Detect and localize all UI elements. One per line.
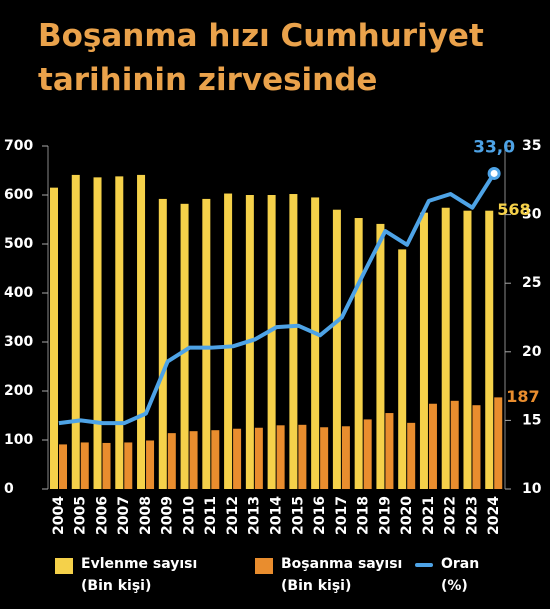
y-tick-label: 200 — [4, 383, 33, 399]
x-tick-label: 2024 — [486, 496, 502, 535]
x-tick-label: 2019 — [377, 496, 393, 535]
x-tick-label: 2012 — [225, 496, 241, 535]
bar — [320, 427, 329, 489]
legend-entry: Boşanma sayısı (Bin kişi) — [255, 553, 402, 597]
bar — [419, 212, 428, 489]
bar — [494, 397, 503, 489]
x-tick-label: 2020 — [399, 496, 415, 535]
x-tick-label: 2022 — [443, 496, 459, 535]
bar — [233, 428, 242, 489]
bar — [254, 427, 263, 489]
legend-swatch — [415, 563, 433, 567]
bar — [463, 210, 472, 489]
bar — [124, 442, 133, 489]
bar — [137, 174, 146, 489]
x-tick-label: 2005 — [73, 496, 89, 535]
x-tick-label: 2014 — [269, 496, 285, 535]
x-tick-label: 2008 — [138, 496, 154, 535]
bar — [311, 197, 320, 489]
y-tick-label: 600 — [4, 187, 33, 203]
bar — [376, 223, 385, 489]
y2-tick-label: 35 — [522, 138, 541, 154]
legend-label: Evlenme sayısı (Bin kişi) — [81, 556, 198, 594]
y2-tick-label: 20 — [522, 344, 542, 360]
bar — [363, 419, 372, 489]
x-tick-label: 2009 — [160, 496, 176, 535]
bar — [167, 433, 176, 489]
bar — [224, 193, 233, 489]
line-marker — [487, 166, 501, 180]
data-label: 187 — [506, 387, 539, 406]
legend-swatch — [55, 558, 73, 574]
y2-tick-label: 25 — [522, 275, 541, 291]
bar — [202, 198, 211, 490]
chart: 0 100 200 300 400 500 600 700 10 15 20 25 30 35 2004 20… — [4, 137, 542, 535]
y2-tick-label: 15 — [522, 412, 541, 428]
bar — [428, 403, 437, 489]
bar — [276, 425, 285, 489]
bar — [267, 195, 276, 489]
bar — [398, 249, 407, 489]
bar — [115, 176, 124, 489]
y2-tick-label: 10 — [522, 481, 542, 497]
x-tick-label: 2018 — [356, 496, 372, 535]
bar — [102, 442, 111, 489]
legend-label: Boşanma sayısı (Bin kişi) — [281, 556, 403, 594]
bar — [441, 207, 450, 490]
x-tick-label: 2017 — [334, 496, 350, 535]
x-tick-label: 2011 — [203, 496, 219, 535]
bar — [158, 198, 167, 490]
bar — [332, 209, 341, 489]
bar — [50, 187, 58, 489]
bar — [354, 218, 363, 489]
bar — [93, 177, 102, 490]
bar — [189, 431, 198, 489]
x-tick-label: 2004 — [51, 496, 67, 535]
bar — [289, 194, 298, 489]
y-tick-label: 500 — [4, 236, 33, 252]
y-tick-label: 300 — [4, 334, 33, 350]
legend-entry: Evlenme sayısı (Bin kişi) — [55, 553, 197, 597]
x-tick-label: 2021 — [421, 496, 437, 535]
y-tick-label: 700 — [4, 138, 33, 154]
bar — [485, 210, 494, 489]
bar — [80, 442, 89, 489]
legend: Evlenme sayısı (Bin kişi) Boşanma sayısı … — [55, 553, 545, 603]
bar — [180, 203, 189, 489]
bar — [211, 430, 220, 489]
x-tick-label: 2015 — [290, 496, 306, 535]
bar — [59, 444, 67, 489]
y2-tick-label: 30 — [522, 207, 542, 223]
bar — [472, 405, 481, 489]
bar — [341, 426, 350, 489]
bar — [71, 174, 80, 489]
legend-swatch — [255, 558, 273, 574]
y-tick-label: 400 — [4, 285, 33, 301]
data-label: 568 — [497, 200, 530, 219]
data-label: 33,0 — [473, 137, 515, 157]
bar — [146, 440, 155, 489]
x-tick-label: 2010 — [181, 496, 197, 535]
x-tick-label: 2023 — [464, 496, 480, 535]
bar — [450, 400, 459, 489]
chart-title: Boşanma hızı Cumhuriyet tarihinin zirves… — [38, 18, 484, 98]
bar — [407, 422, 416, 489]
legend-label: Oran (%) — [441, 556, 480, 594]
y-tick-label: 0 — [4, 481, 14, 497]
legend-entry: Oran (%) — [415, 553, 479, 597]
x-tick-label: 2006 — [94, 496, 110, 535]
x-tick-label: 2016 — [312, 496, 328, 535]
y-tick-label: 100 — [4, 432, 33, 448]
x-tick-label: 2007 — [116, 496, 132, 535]
bar — [385, 413, 394, 489]
x-tick-label: 2013 — [247, 496, 263, 535]
bar — [298, 424, 307, 489]
line-series — [58, 172, 496, 426]
